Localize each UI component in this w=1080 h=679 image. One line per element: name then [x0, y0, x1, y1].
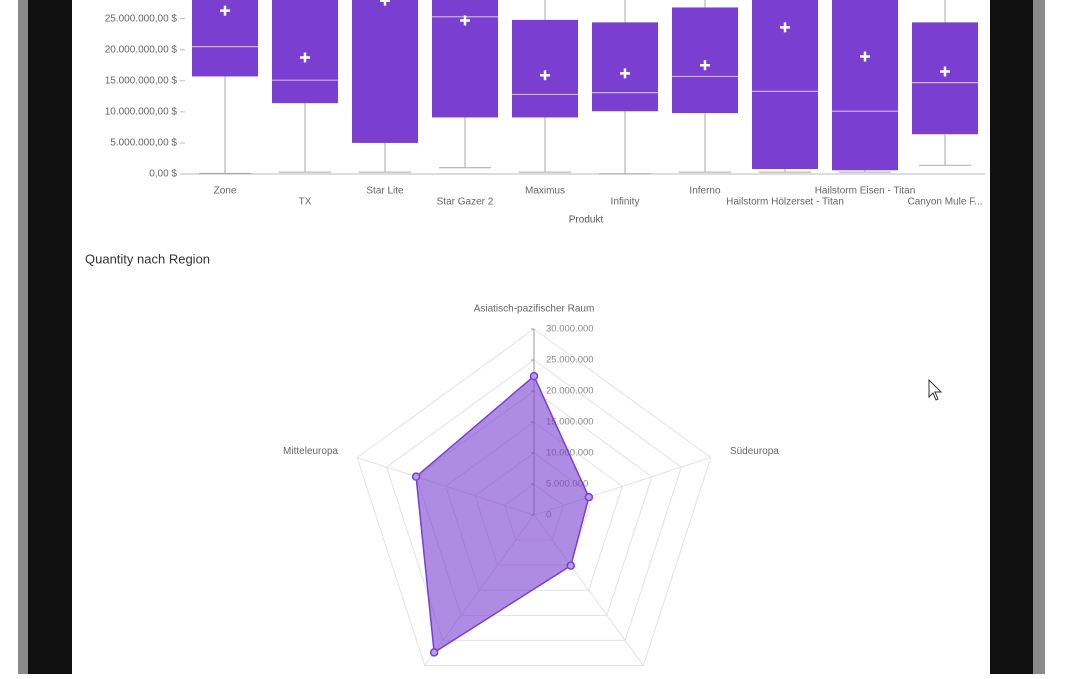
radar-point — [566, 561, 576, 570]
x-tick-label: Infinity — [611, 197, 640, 208]
mean-marker — [460, 15, 470, 26]
bezel — [990, 0, 1035, 674]
x-tick-label: Zone — [214, 186, 237, 197]
x-tick-label: Canyon Mule F... — [907, 197, 982, 208]
x-tick-label: TX — [299, 197, 312, 208]
y-tick-label: 0,00 $ — [149, 169, 177, 180]
mean-marker — [540, 70, 550, 81]
box — [272, 0, 338, 104]
y-tick-label: 25.000.000,00 $ — [105, 13, 178, 24]
box — [912, 22, 978, 135]
grid-ring — [356, 328, 712, 666]
mean-marker — [380, 0, 390, 6]
mean-marker — [860, 51, 870, 62]
bezel — [28, 0, 72, 674]
axis-label: Mitteleuropa — [283, 446, 338, 457]
x-tick-label: Hailstorm Eisen - Titan — [815, 186, 916, 197]
mean-marker — [300, 52, 310, 63]
y-tick-label: 15.000.000,00 $ — [105, 75, 178, 86]
mean-marker — [220, 5, 230, 16]
radar-point — [411, 472, 421, 481]
r-tick-label: 20.000.000 — [546, 386, 594, 397]
x-tick-label: Inferno — [689, 186, 721, 197]
radar-area — [415, 374, 590, 654]
radar-point — [429, 648, 439, 657]
box — [592, 22, 658, 112]
x-tick-label: Maximus — [525, 186, 565, 197]
x-tick-label: Hailstorm Hölzerset - Titan — [726, 197, 844, 208]
x-axis-label: Produkt — [569, 215, 604, 226]
mean-marker — [940, 66, 950, 77]
r-tick-label: 30.000.000 — [546, 324, 594, 335]
box — [832, 0, 898, 171]
box — [512, 19, 578, 118]
x-tick-label: Star Gazer 2 — [437, 197, 494, 208]
mean-marker — [620, 68, 630, 79]
bezel-edge — [18, 0, 30, 674]
axis-label: Asiatisch-pazifischer Raum — [474, 304, 595, 315]
bezel-edge — [1033, 0, 1045, 674]
chart-title: Quantity nach Region — [85, 251, 210, 266]
r-tick-label: 10.000.000 — [546, 448, 594, 459]
radar-point — [529, 371, 539, 381]
y-tick-label: 10.000.000,00 $ — [105, 106, 178, 117]
radar-point — [584, 492, 594, 502]
mean-marker — [700, 60, 710, 71]
y-tick-label: 20.000.000,00 $ — [105, 44, 178, 55]
mean-marker — [780, 22, 790, 33]
mouse-cursor — [928, 378, 943, 401]
box — [352, 0, 418, 143]
x-tick-label: Star Lite — [366, 186, 404, 197]
axis-label: Südeuropa — [730, 446, 779, 457]
grid-ring — [385, 359, 683, 641]
r-tick-label: 15.000.000 — [546, 417, 594, 428]
r-tick-label: 25.000.000 — [546, 355, 594, 366]
y-tick-label: 5.000.000,00 $ — [110, 138, 177, 149]
